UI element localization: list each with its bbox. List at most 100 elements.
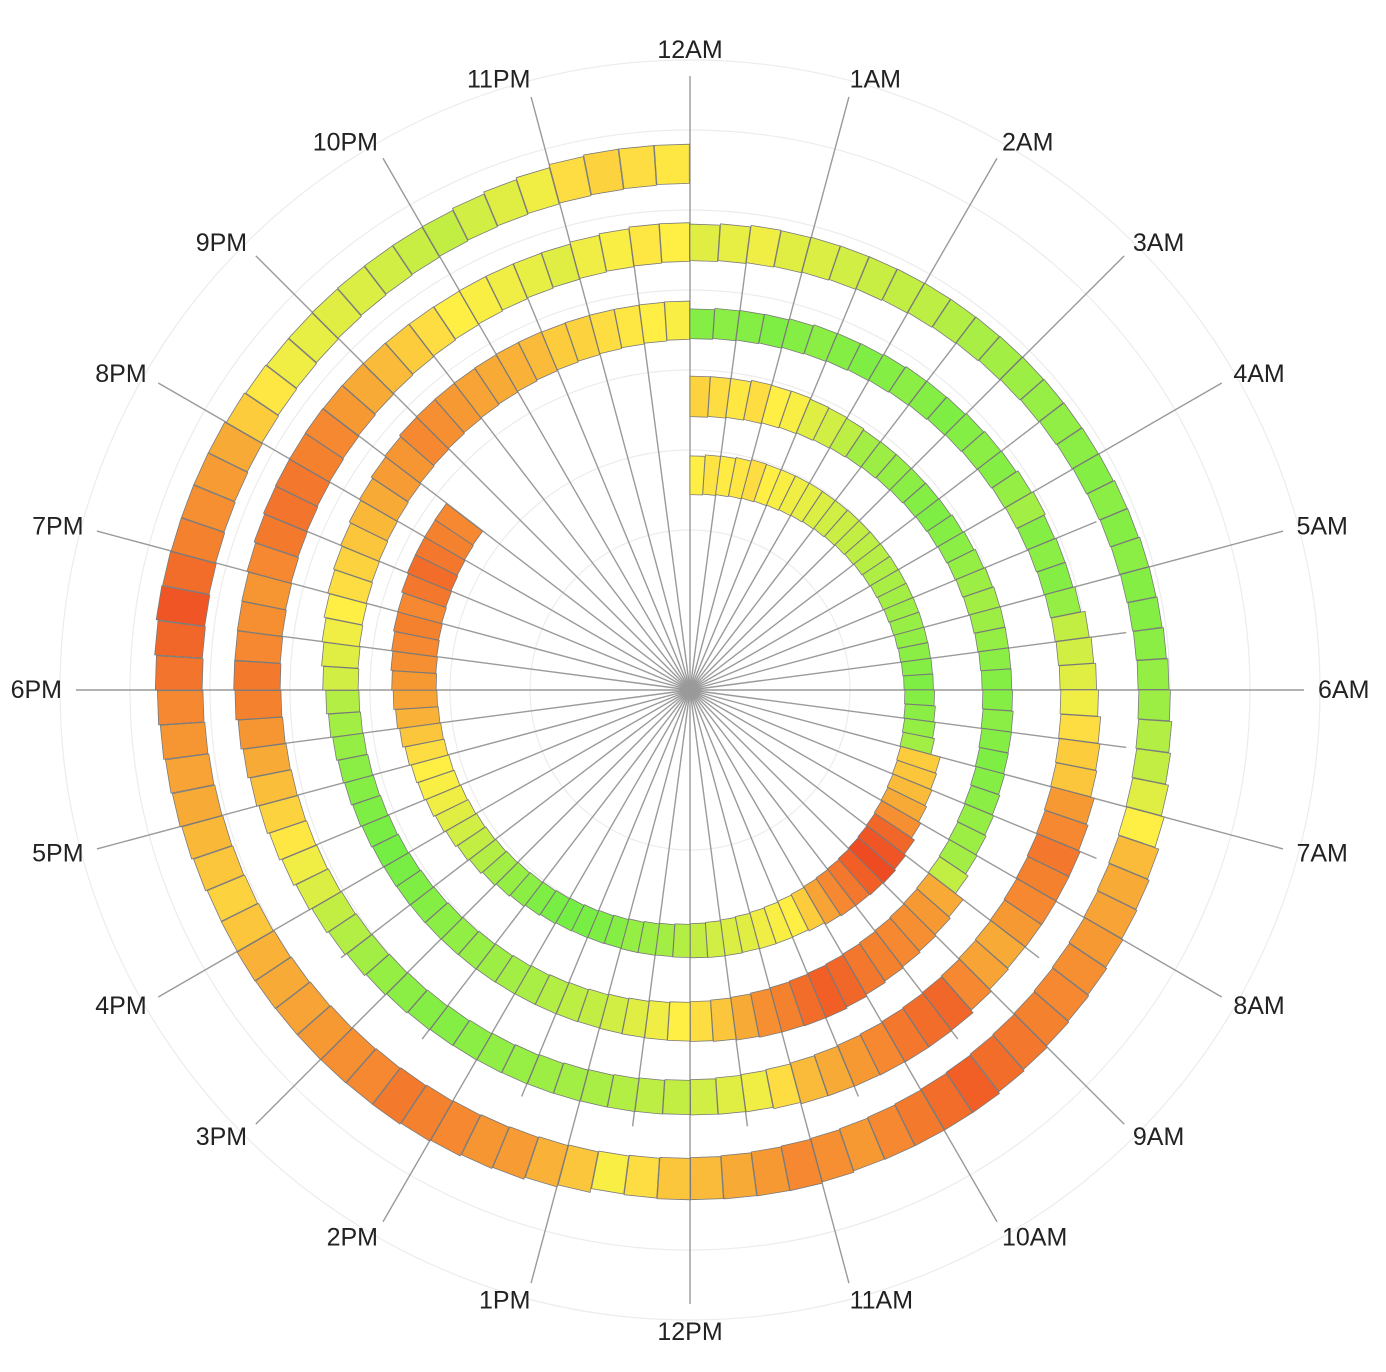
spiral-bar-segment	[337, 754, 374, 784]
spiral-bar-segment	[249, 769, 298, 807]
spiral-bar-segment	[750, 1146, 791, 1197]
spoke-line	[689, 689, 850, 1284]
spiral-bar-segment	[569, 234, 607, 279]
spiral-bar-segment	[927, 396, 966, 436]
spiral-bar-segment	[430, 1100, 481, 1157]
hour-label: 2AM	[1002, 129, 1053, 157]
spiral-bar-segment	[1083, 890, 1138, 940]
hour-label: 12AM	[657, 36, 722, 64]
spiral-bar-segment	[275, 981, 331, 1036]
hour-label: 10AM	[1002, 1223, 1067, 1251]
spiral-bar-segment	[236, 601, 287, 637]
hour-label: 3AM	[1133, 229, 1184, 257]
spiral-bar-segment	[867, 1104, 916, 1160]
spiral-bar-segment	[340, 522, 389, 562]
spiral-bar-segment	[894, 1089, 945, 1147]
spiral-bar-segment	[815, 868, 856, 917]
spiral-bar-segment	[888, 366, 927, 406]
spiral-bar-segment	[955, 316, 1000, 362]
spiral-bar-segment	[790, 1055, 829, 1105]
spiral-bar-segment	[162, 551, 217, 595]
spiral-bar-segment	[689, 1000, 714, 1042]
grid-ring	[59, 59, 1321, 1321]
spiral-bar-segment	[638, 301, 668, 344]
spiral-bar-segment	[978, 335, 1023, 381]
spiral-bar-segment	[839, 1117, 885, 1172]
spiral-bar-segment	[969, 1034, 1025, 1093]
spoke-line	[421, 689, 691, 1040]
spiral-bar-segment	[424, 902, 463, 940]
spiral-bar-segment	[1013, 991, 1070, 1047]
spiral-bar-segment	[322, 666, 360, 691]
spiral-bar-segment	[321, 641, 361, 669]
spiral-bar-segment	[237, 716, 286, 750]
spiral-bar-segment	[970, 766, 1006, 795]
spiral-bar-segment	[837, 848, 884, 896]
spiral-bar-segment	[1117, 806, 1165, 848]
spiral-bar-segment	[434, 503, 484, 546]
spiral-bar-segment	[807, 964, 848, 1019]
spiral-bar-segment	[981, 668, 1013, 690]
spiral-bar-segment	[803, 878, 841, 925]
spiral-bar-segment	[580, 1069, 614, 1108]
spiral-bar-segment	[889, 903, 937, 952]
spiral-bar-segment	[1072, 453, 1114, 495]
hour-label: 3PM	[196, 1123, 247, 1151]
hour-label: 10PM	[313, 129, 378, 157]
spiral-bar-segment	[781, 318, 814, 355]
spiral-bar-segment	[790, 886, 825, 932]
spiral-bar-segment	[154, 620, 206, 659]
spiral-bar-segment	[740, 1070, 774, 1113]
spiral-bar-segment	[391, 631, 440, 658]
spiral-bar-segment	[289, 433, 345, 483]
spiral-bar-segment	[889, 467, 926, 504]
spiral-bar-segment	[1099, 508, 1139, 548]
spiral-bar-segment	[881, 268, 925, 314]
hour-label: 8AM	[1233, 992, 1284, 1020]
hour-label: 12PM	[657, 1318, 722, 1346]
spiral-bar-segment	[577, 988, 609, 1029]
spiral-bar-segment	[352, 794, 389, 827]
spiral-bar-segment	[451, 193, 498, 241]
spiral-bar-segment	[689, 375, 711, 418]
spiral-bar-segment	[955, 567, 994, 598]
spiral-bar-segment	[242, 743, 291, 779]
spiral-bar-segment	[258, 795, 307, 835]
hour-label: 7AM	[1296, 840, 1347, 868]
spiral-bar-segment	[408, 306, 457, 357]
spiral-bar-segment	[1125, 777, 1169, 817]
spiral-bar-segment	[664, 300, 690, 341]
spiral-bar-segment	[932, 298, 977, 344]
spiral-bar-segment	[1026, 833, 1081, 877]
spiral-bar-segment	[348, 499, 398, 542]
spiral-bar-segment	[634, 1077, 665, 1115]
spiral-bar-segment	[234, 630, 284, 664]
spiral-bar-segment	[1044, 586, 1082, 619]
spiral-bar-segment	[1020, 378, 1064, 423]
spiral-bar-segment	[540, 243, 580, 288]
spiral-bar-segment	[903, 673, 934, 691]
spiral-bar-segment	[281, 844, 329, 886]
spiral-bar-segment	[1136, 658, 1170, 690]
spiral-bar-segment	[662, 1079, 691, 1116]
spiral-bar-segment	[220, 902, 274, 952]
spiral-bar-segment	[730, 993, 760, 1041]
spoke-line	[340, 689, 691, 959]
spiral-bar-segment	[717, 223, 751, 264]
spiral-bar-segment	[712, 307, 740, 342]
spiral-bar-segment	[978, 647, 1012, 672]
spiral-bar-segment	[288, 312, 339, 363]
spiral-bar-segment	[384, 436, 435, 484]
spiral-bar-segment	[1108, 835, 1160, 880]
spiral-bar-segment	[181, 815, 233, 860]
spiral-bar-segment	[689, 922, 708, 959]
spiral-bar-segment	[159, 721, 209, 760]
hour-label: 6PM	[11, 676, 62, 704]
spiral-bar-segment	[361, 814, 398, 848]
spiral-bar-segment	[1016, 514, 1056, 551]
spiral-bar-segment	[1050, 610, 1090, 642]
spiral-bar-segment	[171, 784, 223, 828]
spiral-bar-segment	[780, 1138, 823, 1192]
spiral-bar-segment	[458, 276, 504, 325]
